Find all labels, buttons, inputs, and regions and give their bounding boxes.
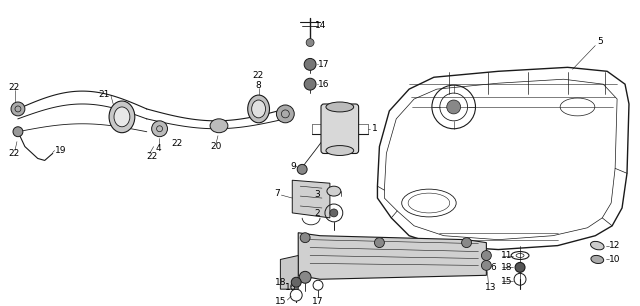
Circle shape <box>481 251 492 260</box>
Text: 11: 11 <box>500 251 512 260</box>
Polygon shape <box>298 233 486 279</box>
Text: 17: 17 <box>318 60 330 69</box>
Text: 10: 10 <box>609 255 621 264</box>
Polygon shape <box>280 256 298 289</box>
Text: 8: 8 <box>256 81 262 90</box>
Text: 18: 18 <box>500 263 512 272</box>
Circle shape <box>152 121 168 137</box>
Circle shape <box>304 78 316 90</box>
Ellipse shape <box>114 107 130 127</box>
Text: 14: 14 <box>315 21 326 30</box>
Circle shape <box>447 100 461 114</box>
Text: 15: 15 <box>275 297 286 306</box>
Text: 22: 22 <box>172 139 182 148</box>
Text: 16: 16 <box>285 283 296 292</box>
Text: 9: 9 <box>291 162 296 171</box>
Text: 4: 4 <box>156 144 161 153</box>
Text: 6: 6 <box>490 263 496 272</box>
Ellipse shape <box>109 101 135 133</box>
Ellipse shape <box>591 256 604 263</box>
Text: 19: 19 <box>54 146 66 155</box>
Circle shape <box>481 260 492 271</box>
Circle shape <box>306 39 314 47</box>
Text: 22: 22 <box>147 152 158 161</box>
Circle shape <box>300 271 311 283</box>
Text: 22: 22 <box>253 71 264 80</box>
Circle shape <box>330 209 338 217</box>
Text: 21: 21 <box>99 90 110 99</box>
Ellipse shape <box>591 241 604 250</box>
Circle shape <box>515 263 525 272</box>
Text: 17: 17 <box>312 297 324 306</box>
FancyBboxPatch shape <box>321 104 358 154</box>
Circle shape <box>291 277 301 287</box>
Ellipse shape <box>252 100 266 118</box>
Circle shape <box>461 238 472 248</box>
Text: 15: 15 <box>500 277 512 286</box>
Circle shape <box>276 105 294 123</box>
Text: 7: 7 <box>275 188 280 198</box>
Circle shape <box>300 233 310 243</box>
Circle shape <box>297 164 307 174</box>
Circle shape <box>374 238 385 248</box>
Text: 1: 1 <box>371 124 377 133</box>
Text: 22: 22 <box>8 83 19 92</box>
Circle shape <box>11 102 25 116</box>
Text: 13: 13 <box>484 283 496 292</box>
Circle shape <box>304 58 316 70</box>
Text: 16: 16 <box>318 80 330 89</box>
Circle shape <box>13 127 23 137</box>
Ellipse shape <box>248 95 269 123</box>
Text: 18: 18 <box>275 278 286 287</box>
Ellipse shape <box>326 146 354 155</box>
Text: 22: 22 <box>8 149 19 158</box>
Circle shape <box>300 272 310 282</box>
Text: 20: 20 <box>211 142 221 151</box>
Text: 5: 5 <box>597 37 603 46</box>
Text: 22: 22 <box>278 109 290 118</box>
Polygon shape <box>292 180 330 218</box>
Text: 3: 3 <box>314 190 320 199</box>
Ellipse shape <box>210 119 228 133</box>
Text: 12: 12 <box>609 241 621 250</box>
Text: 2: 2 <box>314 209 320 218</box>
Ellipse shape <box>327 186 340 196</box>
Ellipse shape <box>326 102 354 112</box>
